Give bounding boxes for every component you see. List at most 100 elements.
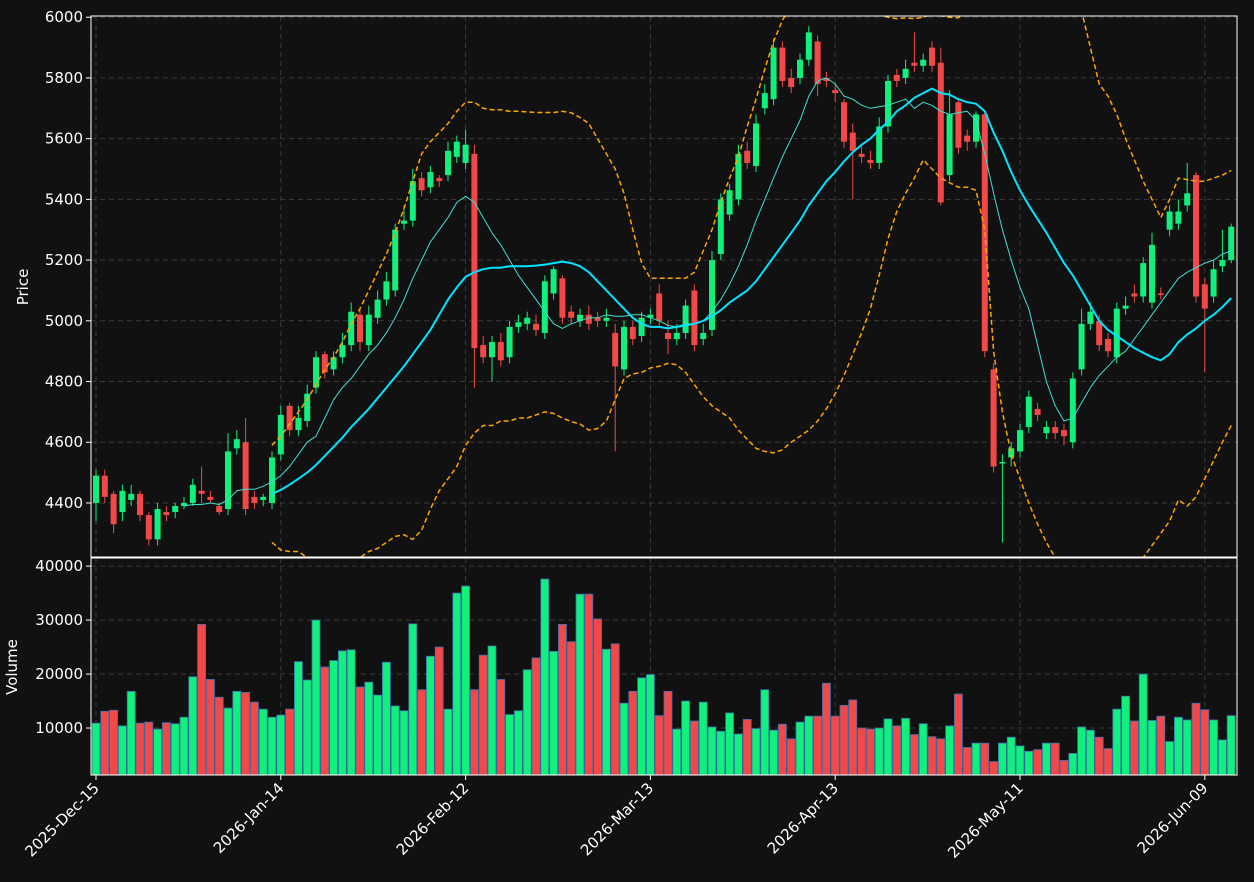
volume-bar (346, 649, 356, 775)
candle-body (251, 496, 258, 503)
candle-body (357, 314, 363, 343)
candle-body (110, 493, 117, 525)
volume-bar (452, 592, 462, 775)
candle-body (797, 59, 803, 78)
candle-body (216, 505, 223, 513)
candle-body (295, 417, 302, 431)
candle-body (726, 190, 733, 215)
candle-body (946, 114, 953, 176)
volume-bar (945, 725, 954, 775)
volume-bar (742, 719, 752, 775)
volume-bar (1050, 742, 1060, 775)
candle-body (964, 135, 971, 142)
candles (93, 26, 1235, 546)
volume-bar (126, 690, 136, 775)
volume-bar (1130, 720, 1139, 775)
volume-bar (241, 692, 251, 775)
volume-bar (390, 705, 400, 775)
y-tick-label: 4400 (45, 494, 83, 512)
volume-bar (1068, 753, 1078, 775)
candle-body (603, 317, 610, 321)
volume-bar (910, 734, 919, 775)
candle-body (453, 141, 460, 157)
volume-bar (663, 690, 673, 775)
candle-body (207, 496, 214, 500)
candle-body (867, 159, 874, 163)
x-tick-label: 2026-May-11 (944, 779, 1027, 862)
candle-body (348, 311, 355, 346)
volume-bar (514, 710, 523, 775)
volume-bar (144, 721, 154, 775)
volume-bar (381, 661, 391, 775)
volume-bar (153, 728, 163, 775)
volume-bar (1059, 760, 1069, 775)
candle-body (717, 199, 724, 255)
candle-body (885, 80, 891, 127)
candle-body (154, 509, 161, 540)
volume-bar (496, 679, 506, 775)
volume-bar (1218, 739, 1227, 775)
volume-bar (1156, 715, 1166, 775)
volume-bar (188, 676, 198, 775)
volume-bar (971, 742, 981, 775)
candle-body (489, 342, 495, 358)
candle-body (480, 345, 487, 358)
volume-bar (778, 723, 787, 775)
volume-bar (980, 742, 990, 775)
y-tick-label: 4800 (45, 373, 83, 391)
volume-bar (249, 701, 259, 775)
candle-body (1140, 263, 1147, 297)
candle-body (823, 77, 830, 81)
volume-bar (408, 623, 418, 775)
volume-bar (355, 686, 365, 775)
candle-body (304, 393, 311, 421)
volume-bar (998, 742, 1007, 775)
candle-body (893, 74, 900, 81)
volume-bar (857, 727, 866, 775)
volume-bar (575, 593, 585, 775)
volume-bar (100, 710, 110, 775)
candle-body (990, 369, 997, 467)
candle-body (1008, 448, 1015, 458)
volume-bar (558, 623, 567, 775)
volume-bar (610, 643, 620, 775)
volume-bar (848, 699, 858, 775)
y-tick-label: 5600 (45, 130, 83, 148)
candle-body (1105, 339, 1111, 352)
candle-body (1078, 323, 1085, 370)
volume-bar (434, 646, 444, 775)
candle-body (700, 332, 707, 340)
price-axis-label: Price (14, 269, 32, 306)
candle-body (665, 332, 671, 340)
candle-body (1219, 260, 1226, 267)
candle-body (929, 47, 935, 66)
candle-body (409, 181, 416, 221)
volume-bar (531, 657, 541, 775)
candle-body (805, 32, 812, 60)
candle-body (1096, 320, 1103, 346)
volume-bar (813, 715, 822, 775)
candle-body (559, 278, 566, 318)
candle-body (383, 281, 390, 300)
candle-body (1034, 408, 1041, 415)
volume-bar (734, 733, 743, 775)
candle-body (1087, 311, 1094, 324)
volume-bar (830, 715, 840, 775)
volume-bar (373, 694, 383, 775)
volume-bar (214, 696, 224, 775)
candle-body (832, 90, 839, 94)
volume-bar (901, 717, 910, 775)
volume-bar (223, 707, 233, 775)
candle-body (392, 229, 399, 291)
y-tick-label: 5000 (45, 312, 83, 330)
y-tick-label: 20000 (35, 665, 83, 683)
candle-body (286, 405, 293, 431)
candle-body (93, 475, 99, 503)
candle-body (1043, 427, 1050, 434)
candle-body (955, 102, 962, 148)
candle-body (550, 269, 557, 294)
candle-body (911, 62, 918, 66)
candle-body (647, 314, 654, 318)
candle-body (849, 132, 856, 151)
